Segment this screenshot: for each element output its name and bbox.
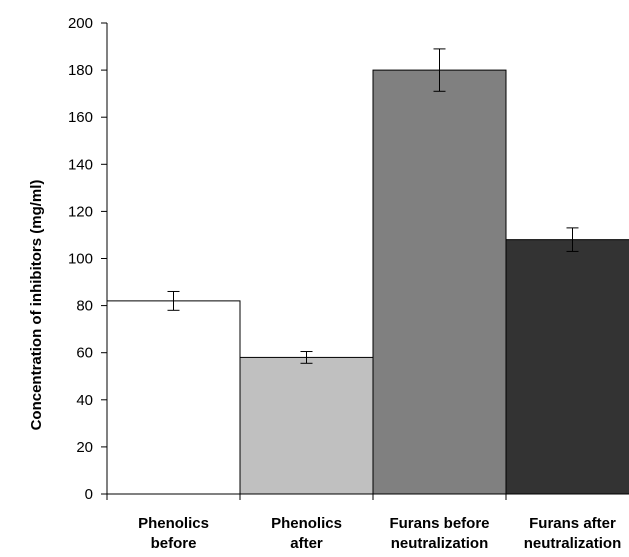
bar-4	[505, 239, 629, 495]
x-tick-label-4: Furans after neutralization	[524, 515, 622, 552]
y-tick-label-140: 140	[68, 156, 93, 173]
bar-3	[372, 69, 507, 495]
y-tick-label-80: 80	[76, 298, 93, 315]
plot-area: Phenolics before Phenolics after Furans befo…	[68, 15, 629, 552]
x-tick-label-1: Phenolics before	[138, 515, 209, 552]
x-tick-label-2: Phenolics after	[271, 515, 342, 552]
y-tick-label-0: 0	[85, 486, 93, 503]
y-tick-label-120: 120	[68, 203, 93, 220]
y-tick-label-180: 180	[68, 62, 93, 79]
y-tick-label-60: 60	[76, 345, 93, 362]
bar-2	[239, 356, 374, 495]
y-tick-label-200: 200	[68, 15, 93, 32]
x-tick-label-3: Furans before neutralization	[389, 515, 489, 552]
bar-1	[106, 300, 241, 495]
y-tick-label-160: 160	[68, 109, 93, 126]
y-axis-title: Concentration of inhibitors (mg/ml)	[28, 180, 45, 431]
y-tick-label-100: 100	[68, 251, 93, 268]
y-tick-label-40: 40	[76, 392, 93, 409]
y-tick-label-20: 20	[76, 439, 93, 456]
